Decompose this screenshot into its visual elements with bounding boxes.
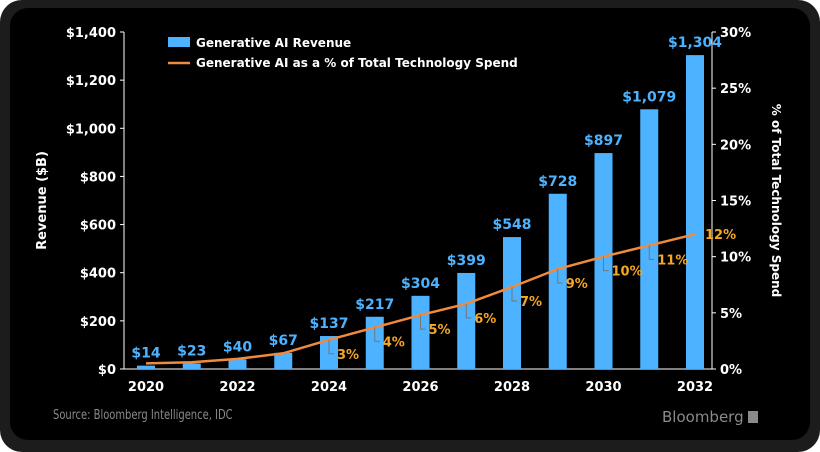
x-tick-label: 2032 bbox=[677, 380, 713, 395]
y2-tick-label: 15% bbox=[720, 195, 751, 210]
bar-label: $304 bbox=[401, 276, 440, 292]
y-tick-label: $1,000 bbox=[66, 122, 116, 137]
y2-tick-label: 20% bbox=[720, 138, 751, 153]
bar bbox=[640, 109, 659, 369]
x-tick-label: 2030 bbox=[585, 380, 621, 395]
line-label: 12% bbox=[705, 228, 736, 243]
bar-label: $137 bbox=[310, 316, 349, 332]
x-tick-label: 2028 bbox=[494, 380, 530, 395]
bar bbox=[274, 352, 293, 369]
y2-tick-label: 30% bbox=[720, 26, 751, 41]
leader-line bbox=[648, 245, 655, 260]
leader-line bbox=[374, 327, 380, 342]
x-tick-label: 2022 bbox=[219, 380, 255, 395]
bar-label: $217 bbox=[355, 297, 394, 313]
x-tick-label: 2020 bbox=[128, 380, 164, 395]
bloomberg-logo: Bloomberg bbox=[662, 408, 758, 426]
bar bbox=[182, 363, 201, 369]
bar-label: $1,304 bbox=[668, 35, 722, 51]
bloomberg-icon bbox=[747, 411, 758, 423]
y-tick-label: $400 bbox=[80, 267, 116, 282]
bar bbox=[411, 295, 430, 369]
brand-text: Bloomberg bbox=[662, 408, 744, 426]
line-label: 11% bbox=[657, 253, 688, 268]
x-tick-label: 2024 bbox=[311, 380, 347, 395]
leader-line bbox=[603, 256, 609, 272]
bar-label: $399 bbox=[447, 253, 486, 269]
bar-label: $23 bbox=[177, 343, 206, 359]
y-tick-label: $1,200 bbox=[66, 74, 116, 89]
line-label: 6% bbox=[474, 312, 496, 327]
leader-line bbox=[511, 286, 517, 302]
leader-line bbox=[420, 315, 426, 330]
bar bbox=[457, 272, 476, 369]
line-label: 4% bbox=[383, 335, 405, 350]
legend-bar-label: Generative AI Revenue bbox=[196, 36, 351, 50]
y2-tick-label: 5% bbox=[720, 307, 742, 322]
y2-tick-label: 10% bbox=[720, 251, 751, 266]
y2-axis-title: % of Total Technology Spend bbox=[769, 104, 783, 297]
bar bbox=[228, 359, 247, 369]
y-tick-label: $800 bbox=[80, 170, 116, 185]
bar-label: $67 bbox=[269, 333, 298, 349]
line-label: 7% bbox=[520, 295, 542, 310]
y2-tick-label: 0% bbox=[720, 363, 742, 378]
bar-label: $728 bbox=[538, 174, 577, 190]
y-tick-label: $0 bbox=[98, 363, 116, 378]
legend-bar-swatch bbox=[168, 37, 190, 47]
bar-label: $548 bbox=[493, 217, 532, 233]
leader-line bbox=[557, 269, 563, 284]
legend-line-label: Generative AI as a % of Total Technology… bbox=[196, 56, 518, 70]
line-label: 9% bbox=[566, 277, 588, 292]
leader-line bbox=[465, 303, 472, 319]
line-label: 3% bbox=[337, 348, 359, 363]
line-label: 5% bbox=[429, 323, 451, 338]
source-note: Source: Bloomberg Intelligence, IDC bbox=[53, 408, 233, 423]
bar-label: $40 bbox=[223, 339, 252, 355]
bar-label: $14 bbox=[131, 346, 160, 362]
line-label: 10% bbox=[612, 265, 643, 280]
bar bbox=[503, 237, 521, 369]
y-axis-title: Revenue ($B) bbox=[35, 151, 50, 250]
y-tick-label: $200 bbox=[80, 315, 116, 330]
leader-line bbox=[328, 339, 334, 355]
x-tick-label: 2026 bbox=[402, 380, 438, 395]
y-tick-label: $600 bbox=[80, 219, 116, 234]
bar bbox=[137, 365, 155, 369]
bar-label: $897 bbox=[584, 133, 623, 149]
bar-label: $1,079 bbox=[622, 89, 676, 105]
y2-tick-label: 25% bbox=[720, 82, 751, 97]
y-tick-label: $1,400 bbox=[66, 26, 116, 41]
bar bbox=[686, 55, 704, 369]
